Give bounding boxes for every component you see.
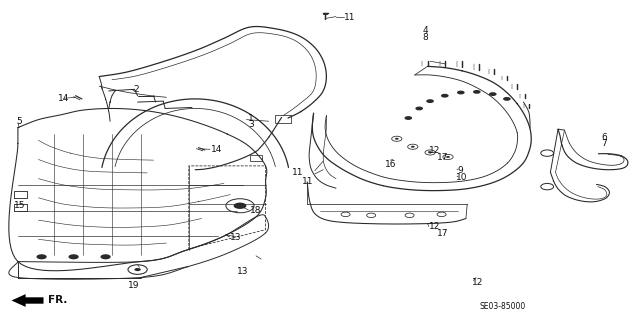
Text: 6: 6 <box>602 133 607 142</box>
Text: 17: 17 <box>436 229 448 238</box>
Text: 11: 11 <box>344 13 356 22</box>
Text: 14: 14 <box>211 145 223 154</box>
Circle shape <box>473 90 481 94</box>
Text: 19: 19 <box>128 281 140 290</box>
Text: 15: 15 <box>14 201 26 210</box>
Circle shape <box>426 99 434 103</box>
Text: 7: 7 <box>602 139 607 148</box>
Circle shape <box>234 203 246 209</box>
Text: 12: 12 <box>472 278 484 287</box>
Text: 12: 12 <box>429 222 440 231</box>
Polygon shape <box>12 294 44 307</box>
Text: 11: 11 <box>302 177 314 186</box>
Text: 8: 8 <box>422 33 428 42</box>
Circle shape <box>489 92 497 96</box>
Text: 14: 14 <box>58 94 69 103</box>
Text: 18: 18 <box>250 206 261 215</box>
Text: 16: 16 <box>385 160 396 169</box>
Text: 11: 11 <box>292 168 303 177</box>
Circle shape <box>415 107 423 110</box>
Circle shape <box>503 97 511 101</box>
Circle shape <box>134 268 141 271</box>
Text: 4: 4 <box>422 26 428 35</box>
Text: 3: 3 <box>248 120 254 129</box>
Circle shape <box>428 152 432 153</box>
Text: 2: 2 <box>133 85 139 94</box>
Text: 12: 12 <box>429 146 440 155</box>
Circle shape <box>68 254 79 259</box>
Circle shape <box>395 138 399 140</box>
Text: 13: 13 <box>237 267 248 276</box>
Circle shape <box>457 91 465 94</box>
Text: SE03-85000: SE03-85000 <box>480 302 526 311</box>
Text: 5: 5 <box>16 117 22 126</box>
Circle shape <box>100 254 111 259</box>
Circle shape <box>404 116 412 120</box>
Text: 10: 10 <box>456 173 467 182</box>
Text: 13: 13 <box>230 233 242 242</box>
Circle shape <box>446 156 450 158</box>
Text: 17: 17 <box>436 153 448 162</box>
Text: FR.: FR. <box>48 295 67 306</box>
Text: 1: 1 <box>248 114 254 122</box>
Circle shape <box>411 146 415 148</box>
Text: 9: 9 <box>458 167 463 175</box>
Circle shape <box>36 254 47 259</box>
Circle shape <box>441 94 449 98</box>
